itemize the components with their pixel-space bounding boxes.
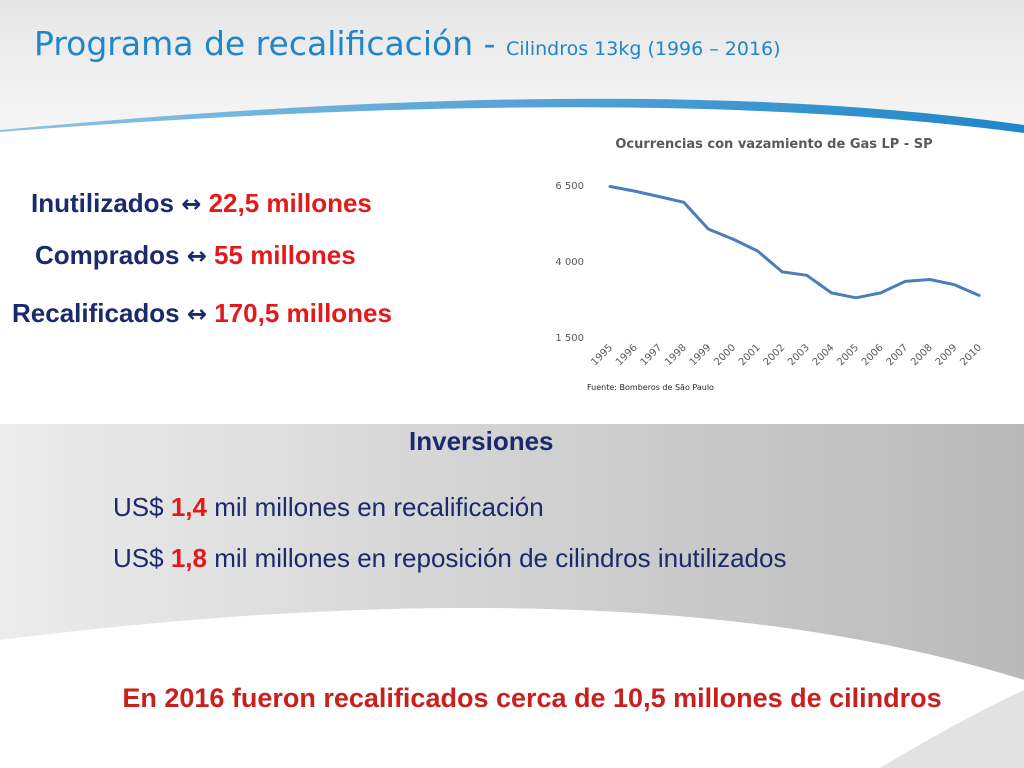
stat-label: Comprados: [35, 240, 180, 270]
x-tick-label: 2006: [860, 342, 886, 368]
conclusion-text: En 2016 fueron recalificados cerca de 10…: [122, 683, 942, 713]
blue-swoosh: [0, 98, 1024, 133]
x-tick-label: 1996: [614, 342, 640, 368]
x-tick-label: 2010: [958, 342, 984, 368]
title-main: Programa de recalificación -: [34, 24, 506, 63]
x-tick-label: 2001: [737, 342, 763, 368]
investment-amount: 1,4: [170, 492, 207, 522]
double-arrow-icon: ↔: [186, 300, 207, 328]
title-subtitle: Cilindros 13kg (1996 – 2016): [506, 38, 781, 60]
chart-source-note: Fuente: Bomberos de São Paulo: [587, 383, 714, 392]
x-tick-label: 2005: [835, 342, 861, 368]
stat-value: 170,5 millones: [214, 298, 392, 328]
y-tick-label: 4 000: [555, 257, 584, 268]
bottom-right-shade: [880, 690, 1024, 768]
x-tick-label: 1998: [663, 342, 689, 368]
stat-inutilizados: Inutilizados ↔ 22,5 millones: [31, 187, 372, 220]
series-line: [608, 185, 981, 300]
slide-title: Programa de recalificación - Cilindros 1…: [34, 20, 781, 73]
top-header-band: [0, 0, 1024, 130]
x-tick-label: 2003: [786, 342, 812, 368]
x-tick-label: 2002: [762, 342, 788, 368]
line-chart: Ocurrencias con vazamiento de Gas LP - S…: [555, 137, 984, 392]
chart-title: Ocurrencias con vazamiento de Gas LP - S…: [615, 137, 932, 152]
investment-text: mil millones en reposición de cilindros …: [206, 543, 787, 573]
double-arrow-icon: ↔: [186, 242, 207, 270]
x-tick-label: 2008: [909, 342, 935, 368]
x-tick-label: 2009: [934, 342, 960, 368]
stat-label: Inutilizados: [31, 188, 174, 218]
x-tick-label: 2000: [712, 342, 738, 368]
x-tick-label: 1997: [639, 342, 665, 368]
investment-line-recalification: US$ 1,4 mil millones en recalificación: [113, 490, 544, 524]
stat-value: 22,5 millones: [208, 188, 372, 218]
x-tick-label: 1999: [688, 342, 714, 368]
investment-prefix: US$: [113, 492, 171, 522]
investment-line-replacement: US$ 1,8 mil millones en reposición de ci…: [113, 541, 786, 575]
investment-prefix: US$: [113, 543, 171, 573]
double-arrow-icon: ↔: [181, 190, 202, 218]
investment-text: mil millones en recalificación: [206, 492, 544, 522]
y-tick-label: 1 500: [555, 333, 584, 344]
x-tick-label: 2007: [885, 342, 911, 368]
x-tick-label: 1995: [589, 342, 615, 368]
y-tick-label: 6 500: [555, 181, 584, 192]
gray-lower-band: [0, 424, 1024, 680]
stat-value: 55 millones: [214, 240, 356, 270]
investments-heading: Inversiones: [409, 426, 554, 456]
white-lower-swoosh: [0, 608, 1024, 768]
investment-amount: 1,8: [170, 543, 207, 573]
stat-recalificados: Recalificados ↔ 170,5 millones: [12, 297, 392, 330]
stat-comprados: Comprados ↔ 55 millones: [35, 239, 356, 272]
x-tick-label: 2004: [811, 342, 837, 368]
stat-label: Recalificados: [12, 298, 180, 328]
